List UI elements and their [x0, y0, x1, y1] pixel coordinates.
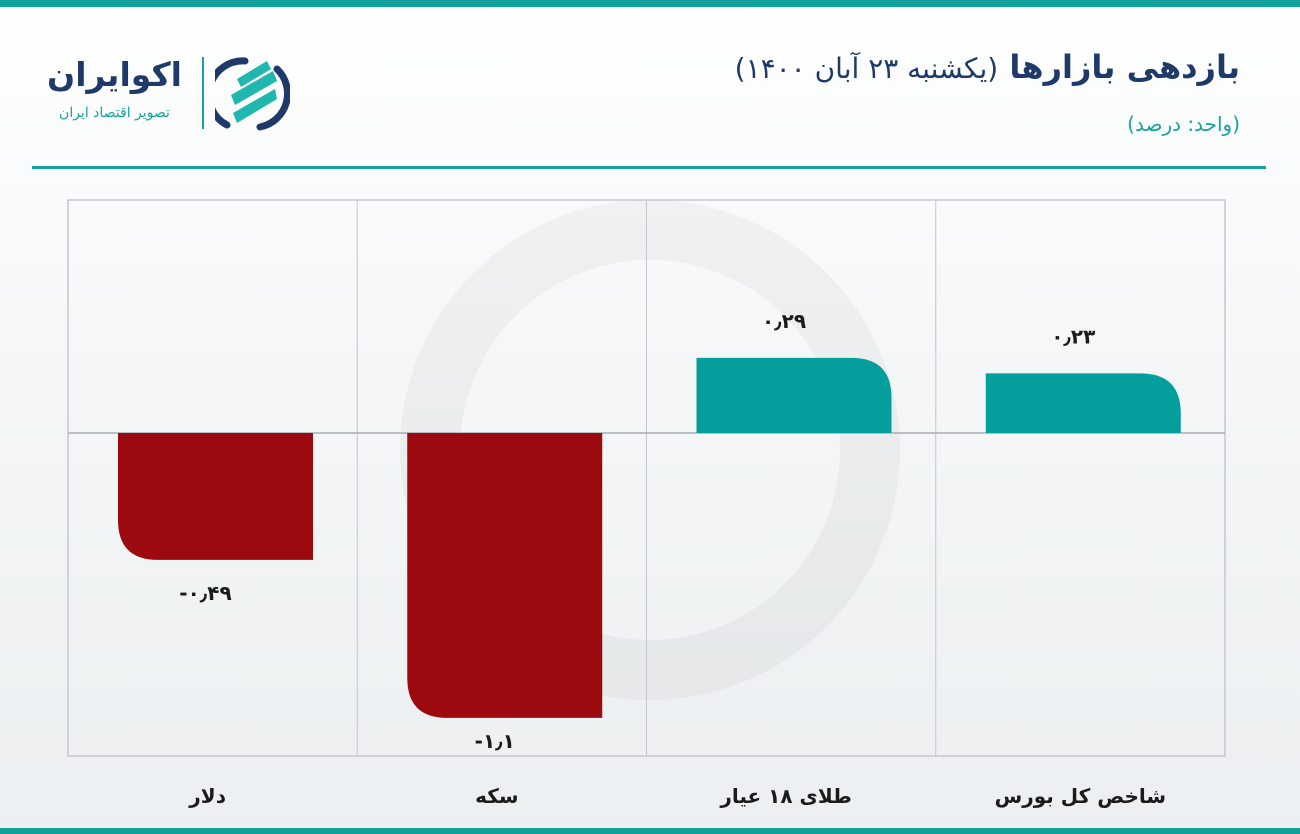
bar — [407, 433, 603, 718]
title-date: (یکشنبه ۲۳ آبان ۱۴۰۰) — [734, 52, 999, 85]
category-label: شاخص کل بورس — [995, 784, 1166, 808]
top-accent-bar — [0, 0, 1300, 7]
data-label: -۰٫۴۹ — [179, 581, 231, 605]
category-label: سکه — [475, 784, 518, 808]
category-label: دلار — [188, 784, 226, 808]
bar — [118, 433, 313, 560]
data-label: ۰٫۲۳ — [1051, 324, 1095, 348]
bottom-accent-bar — [0, 828, 1300, 834]
bar — [696, 357, 892, 433]
logo-divider — [202, 57, 204, 129]
logo-mark-icon — [215, 57, 290, 131]
bar — [985, 373, 1181, 433]
title-main: بازدهی بازارها — [1009, 48, 1240, 86]
chart-title: بازدهی بازارها (یکشنبه ۲۳ آبان ۱۴۰۰) — [735, 48, 1240, 86]
logo-name: اکوایران — [47, 55, 182, 94]
data-label: -۱٫۱ — [475, 729, 515, 753]
logo-tagline: تصویر اقتصاد ایران — [59, 105, 170, 121]
category-label: طلای ۱۸ عیار — [719, 784, 852, 808]
unit-label: (واحد: درصد) — [1127, 112, 1240, 136]
header-divider — [32, 166, 1266, 169]
logo: اکوایران تصویر اقتصاد ایران — [32, 55, 302, 135]
data-label: ۰٫۲۹ — [762, 309, 806, 333]
